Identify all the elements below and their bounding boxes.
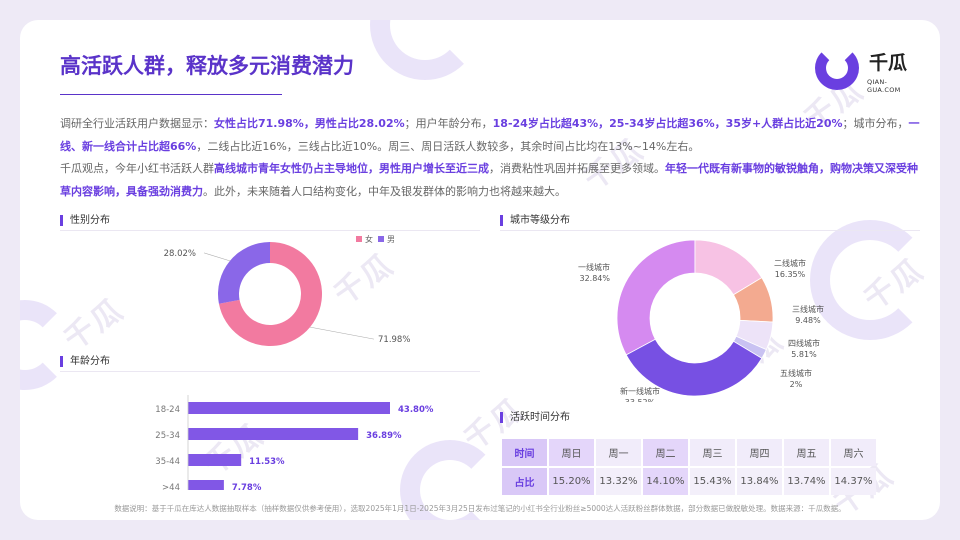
- table-cell: 14.10%: [643, 468, 688, 495]
- table-cell: 13.74%: [784, 468, 829, 495]
- gender-label-line: [310, 326, 375, 340]
- city-data-label: 2%: [790, 380, 803, 389]
- desc-highlight: 女性占比71.98%，男性占比28.02%: [214, 117, 405, 130]
- city-data-label: 9.48%: [795, 316, 821, 325]
- city-category-label: 二线城市: [774, 258, 806, 268]
- logo-subtitle: QIAN-GUA.COM: [867, 78, 901, 94]
- brand-logo: 千瓜 QIAN-GUA.COM: [815, 46, 920, 94]
- age-data-label: 36.89%: [366, 431, 402, 441]
- gender-donut-chart: 女 男 71.98% 28.02%: [164, 234, 410, 346]
- gender-label-line: [203, 252, 231, 262]
- section-divider: [60, 371, 480, 372]
- section-divider: [500, 230, 920, 231]
- age-bar: [188, 454, 242, 466]
- city-category-label: 新一线城市: [620, 386, 660, 396]
- city-category-label: 四线城市: [788, 338, 820, 348]
- city-data-label: 32.84%: [579, 274, 610, 283]
- table-cell: 13.84%: [737, 468, 782, 495]
- city-data-label: 16.35%: [775, 270, 806, 279]
- gender-slice-male: [218, 242, 270, 304]
- age-tick-label: 25-34: [155, 431, 180, 441]
- age-bar: [188, 428, 359, 440]
- gender-data-label: 71.98%: [378, 335, 410, 345]
- title-underline: [60, 94, 282, 95]
- time-table: 时间 周日 周一 周二 周三 周四 周五 周六 占比 15.20% 13.32%…: [500, 437, 878, 497]
- section-title-time: 活跃时间分布: [500, 412, 570, 423]
- table-row-label: 占比: [502, 468, 547, 495]
- table-col-header: 周一: [596, 439, 641, 466]
- legend-label-female: 女: [365, 234, 373, 244]
- legend-swatch-male: [378, 236, 384, 242]
- description-paragraph-1: 调研全行业活跃用户数据显示：女性占比71.98%，男性占比28.02%；用户年龄…: [60, 113, 920, 158]
- desc-highlight: 18-24岁占比超43%，25-34岁占比超36%，35岁+人群占比近20%: [492, 117, 843, 130]
- watermark-ring: [370, 20, 480, 80]
- footnote: 数据说明：基于千瓜在库达人数据抽取样本（抽样数据仅供参考使用），选取2025年1…: [114, 504, 846, 513]
- description-paragraph-2: 千瓜观点，今年小红书活跃人群高线城市青年女性仍占主导地位，男性用户增长至近三成，…: [60, 158, 920, 203]
- gender-legend: 女 男: [356, 234, 395, 244]
- report-card: 千瓜 千瓜 千瓜 千瓜 千瓜 千瓜 千瓜 千瓜 千瓜 高活跃人群，释放多元消费潜…: [20, 20, 940, 520]
- city-donut-chart: 一线城市 32.84% 二线城市 16.35% 三线城市 9.48% 四线城市 5.81% 五线…: [578, 239, 824, 402]
- city-slice: [625, 338, 763, 397]
- table-row: 占比 15.20% 13.32% 14.10% 15.43% 13.84% 13…: [502, 468, 876, 495]
- age-bar: [188, 480, 224, 490]
- desc-text: 调研全行业活跃用户数据显示：: [60, 117, 214, 130]
- desc-text: 。此外，未来随着人口结构变化，中年及银发群体的影响力也将越来越大。: [203, 184, 566, 198]
- age-tick-label: 18-24: [155, 405, 180, 415]
- table-header-label: 时间: [502, 439, 547, 466]
- age-tick-label: >44: [162, 483, 180, 490]
- section-title-age: 年龄分布: [60, 356, 110, 367]
- age-bar: [188, 402, 390, 414]
- section-divider: [60, 230, 480, 231]
- city-category-label: 五线城市: [780, 368, 812, 378]
- city-category-label: 三线城市: [792, 304, 824, 314]
- city-category-label: 一线城市: [578, 262, 610, 272]
- legend-label-male: 男: [387, 235, 395, 244]
- gender-slice-female: [218, 242, 322, 346]
- table-col-header: 周四: [737, 439, 782, 466]
- city-data-label: 5.81%: [791, 350, 817, 359]
- section-title-city: 城市等级分布: [500, 215, 570, 226]
- section-title-gender: 性别分布: [60, 215, 110, 226]
- table-col-header: 周二: [643, 439, 688, 466]
- desc-text: ，二线占比近16%，三线占比近10%。周三、周日活跃人数较多，其余时间占比均在1…: [196, 139, 700, 153]
- table-header-row: 时间 周日 周一 周二 周三 周四 周五 周六: [502, 439, 876, 466]
- logo-name: 千瓜: [869, 52, 908, 74]
- table-col-header: 周五: [784, 439, 829, 466]
- description: 调研全行业活跃用户数据显示：女性占比71.98%，男性占比28.02%；用户年龄…: [60, 113, 920, 203]
- page-title: 高活跃人群，释放多元消费潜力: [60, 54, 354, 78]
- city-slice: [616, 239, 696, 356]
- gender-data-label: 28.02%: [164, 249, 196, 259]
- desc-text: ，消费粘性巩固并拓展至更多领域。: [489, 162, 665, 175]
- table-cell: 14.37%: [831, 468, 876, 495]
- city-data-label: 33.52%: [625, 398, 656, 402]
- table-cell: 15.43%: [690, 468, 735, 495]
- table-col-header: 周三: [690, 439, 735, 466]
- age-data-label: 7.78%: [232, 483, 262, 490]
- desc-highlight: 高线城市青年女性仍占主导地位，男性用户增长至近三成: [214, 162, 489, 175]
- age-data-label: 43.80%: [398, 405, 434, 415]
- legend-swatch-female: [356, 236, 362, 242]
- table-col-header: 周日: [549, 439, 594, 466]
- age-data-label: 11.53%: [249, 457, 285, 467]
- desc-highlight: 一线、新一线合计占比超66%: [60, 117, 920, 153]
- logo-icon: [815, 46, 859, 90]
- table-cell: 13.32%: [596, 468, 641, 495]
- desc-highlight: 年轻一代既有新事物的敏锐触角，购物决策又深受种草内容影响，具备强劲消费力: [60, 162, 918, 198]
- desc-text: 千瓜观点，今年小红书活跃人群: [60, 162, 214, 175]
- desc-text: ；用户年龄分布，: [404, 117, 493, 130]
- table-cell: 15.20%: [549, 468, 594, 495]
- table-col-header: 周六: [831, 439, 876, 466]
- age-tick-label: 35-44: [155, 457, 180, 467]
- age-bar-chart: 18-24 43.80% 25-34 36.89% 35-44 11.53% >44 7.78…: [155, 395, 434, 490]
- desc-text: ；城市分布，: [842, 117, 909, 130]
